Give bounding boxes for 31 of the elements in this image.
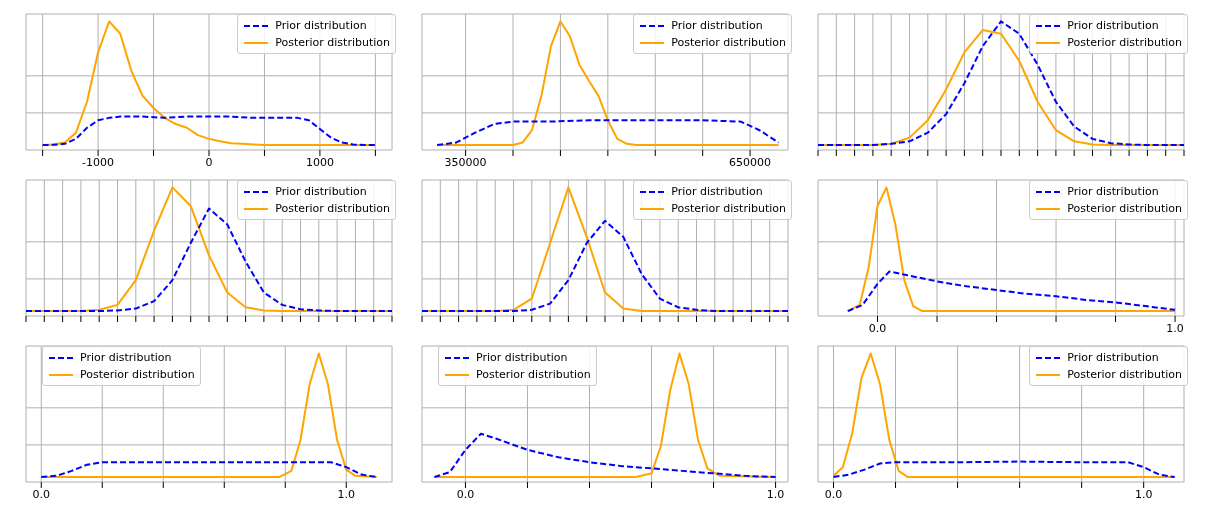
x-tick-label: 0.0 (32, 487, 50, 501)
legend-label: Prior distribution (1067, 18, 1159, 34)
legend-label: Prior distribution (80, 350, 172, 366)
x-tick-label: -1000 (82, 155, 115, 169)
legend-label: Prior distribution (1067, 350, 1159, 366)
legend-label: Posterior distribution (1067, 201, 1182, 217)
x-tick-label: 350000 (444, 155, 487, 169)
x-tick-label: 1.0 (766, 487, 785, 501)
legend-label: Prior distribution (671, 184, 763, 200)
x-tick-label: 0.0 (868, 321, 887, 335)
legend-label: Posterior distribution (80, 367, 195, 383)
legend-label: Posterior distribution (275, 35, 390, 51)
legend-label: Posterior distribution (671, 201, 786, 217)
x-tick-label: 1.0 (1166, 321, 1184, 335)
legend-label: Prior distribution (275, 18, 367, 34)
legend-label: Prior distribution (1067, 184, 1159, 200)
x-tick-label: 0.0 (456, 487, 475, 501)
x-tick-label: 0 (205, 155, 213, 169)
x-tick-label: 1.0 (337, 487, 355, 501)
x-tick-label: 0.0 (824, 487, 843, 501)
legend-label: Posterior distribution (275, 201, 390, 217)
legend-label: Prior distribution (671, 18, 763, 34)
legend-label: Posterior distribution (476, 367, 591, 383)
legend-label: Prior distribution (476, 350, 568, 366)
legend-label: Posterior distribution (1067, 35, 1182, 51)
legend-label: Posterior distribution (1067, 367, 1182, 383)
x-tick-label: 1000 (305, 155, 334, 169)
legend-label: Prior distribution (275, 184, 367, 200)
legend-label: Posterior distribution (671, 35, 786, 51)
x-tick-label: 1.0 (1134, 487, 1153, 501)
x-tick-label: 650000 (729, 155, 772, 169)
